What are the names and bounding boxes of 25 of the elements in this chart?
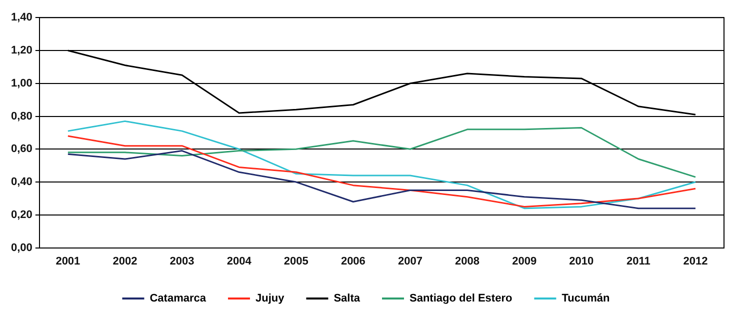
y-tick-label: 0,80	[10, 110, 32, 122]
x-tick-label: 2003	[170, 255, 194, 268]
y-tick-label: 0,40	[10, 176, 32, 188]
y-tick-label: 1,20	[10, 44, 32, 57]
x-tick-label: 2004	[226, 255, 252, 268]
x-tick-label: 2010	[569, 255, 594, 268]
x-tick-label: 2005	[284, 255, 308, 268]
x-tick-label: 2007	[398, 255, 422, 268]
x-tick-label: 2006	[340, 255, 366, 268]
x-tick-label: 2002	[112, 255, 138, 268]
y-tick-label: 0,00	[10, 242, 32, 254]
y-tick-label: 0,60	[10, 143, 32, 156]
x-tick-label: 2001	[56, 255, 80, 268]
x-tick-label: 2012	[683, 255, 708, 268]
legend-label: Catamarca	[150, 292, 207, 305]
legend-label: Salta	[334, 292, 361, 305]
legend-label: Santiago del Estero	[410, 292, 512, 305]
x-tick-label: 2011	[626, 255, 650, 268]
x-tick-label: 2009	[512, 255, 537, 268]
y-tick-label: 1,40	[10, 12, 32, 24]
legend-label: Tucumán	[562, 292, 610, 305]
x-tick-label: 2008	[455, 255, 480, 268]
y-tick-label: 0,20	[10, 208, 32, 221]
legend-label: Jujuy	[255, 292, 286, 305]
y-tick-label: 1,00	[10, 77, 32, 90]
